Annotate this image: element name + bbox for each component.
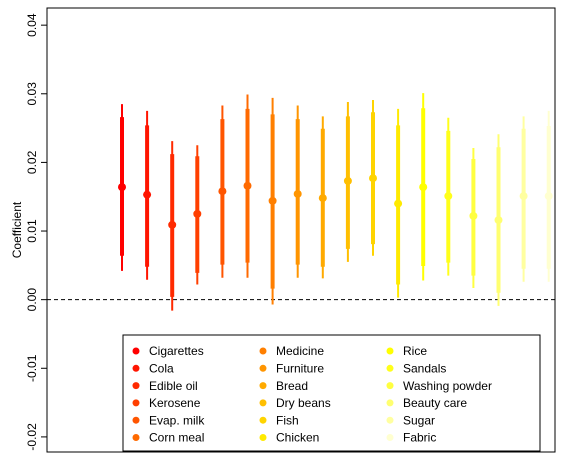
legend-box <box>122 334 541 452</box>
estimate-point <box>343 176 352 185</box>
legend-swatch <box>386 434 394 441</box>
legend-label: Evap. milk <box>149 413 205 427</box>
y-tick-label: 0.02 <box>25 150 39 174</box>
y-tick-label: 0.03 <box>25 82 39 106</box>
legend-label: Kerosene <box>149 396 201 410</box>
estimate-point <box>519 192 528 201</box>
legend-label: Medicine <box>276 344 324 358</box>
legend-swatch <box>132 364 140 372</box>
plot-frame <box>46 7 556 453</box>
legend-swatch <box>386 347 394 355</box>
legend-swatch <box>259 434 267 441</box>
legend-label: Cola <box>149 361 174 375</box>
legend-swatch <box>132 382 140 390</box>
estimate-point <box>469 211 478 220</box>
legend-swatch <box>132 347 140 355</box>
estimate-point <box>444 192 453 201</box>
legend-swatch <box>259 416 267 424</box>
y-tick-label: 0.00 <box>25 288 39 312</box>
legend-swatch <box>259 364 267 372</box>
legend-swatch <box>386 399 394 407</box>
legend-swatch <box>132 416 140 424</box>
legend-label: Chicken <box>276 431 319 445</box>
legend-label: Beauty care <box>403 396 467 410</box>
legend-label: Dry beans <box>276 396 331 410</box>
y-tick-label: 0.04 <box>25 13 39 37</box>
y-axis-label: Coefficient <box>10 201 24 258</box>
legend-label: Sugar <box>403 413 435 427</box>
legend-swatch <box>132 434 140 441</box>
legend-label: Corn meal <box>149 431 204 445</box>
legend-swatch <box>386 416 394 424</box>
estimate-point <box>218 187 227 196</box>
estimate-point <box>318 194 327 203</box>
legend-swatch <box>259 347 267 355</box>
estimate-point <box>268 196 277 205</box>
legend-swatch <box>132 399 140 407</box>
legend-swatch <box>386 364 394 372</box>
legend-label: Cigarettes <box>149 344 204 358</box>
estimate-point <box>193 209 202 218</box>
legend-swatch <box>259 382 267 390</box>
y-tick-label: -0.02 <box>25 423 39 451</box>
legend-label: Furniture <box>276 361 324 375</box>
legend-label: Bread <box>276 379 308 393</box>
estimate-point <box>419 183 428 192</box>
legend-swatch <box>386 382 394 390</box>
legend-swatch <box>259 399 267 407</box>
legend-label: Fabric <box>403 431 436 445</box>
estimate-point <box>494 216 503 225</box>
legend-label: Edible oil <box>149 379 198 393</box>
estimate-point <box>118 183 126 192</box>
legend-label: Fish <box>276 413 299 427</box>
estimate-point <box>243 181 252 190</box>
estimate-point <box>544 192 553 201</box>
estimate-point <box>293 189 302 198</box>
estimate-point <box>168 220 177 229</box>
legend-label: Washing powder <box>403 379 492 393</box>
estimate-point <box>394 199 403 208</box>
legend-label: Rice <box>403 344 427 358</box>
estimate-point <box>369 174 377 183</box>
legend-label: Sandals <box>403 361 446 375</box>
y-tick-label: 0.01 <box>25 219 39 243</box>
estimate-point <box>143 190 152 199</box>
y-tick-label: -0.01 <box>25 354 39 382</box>
